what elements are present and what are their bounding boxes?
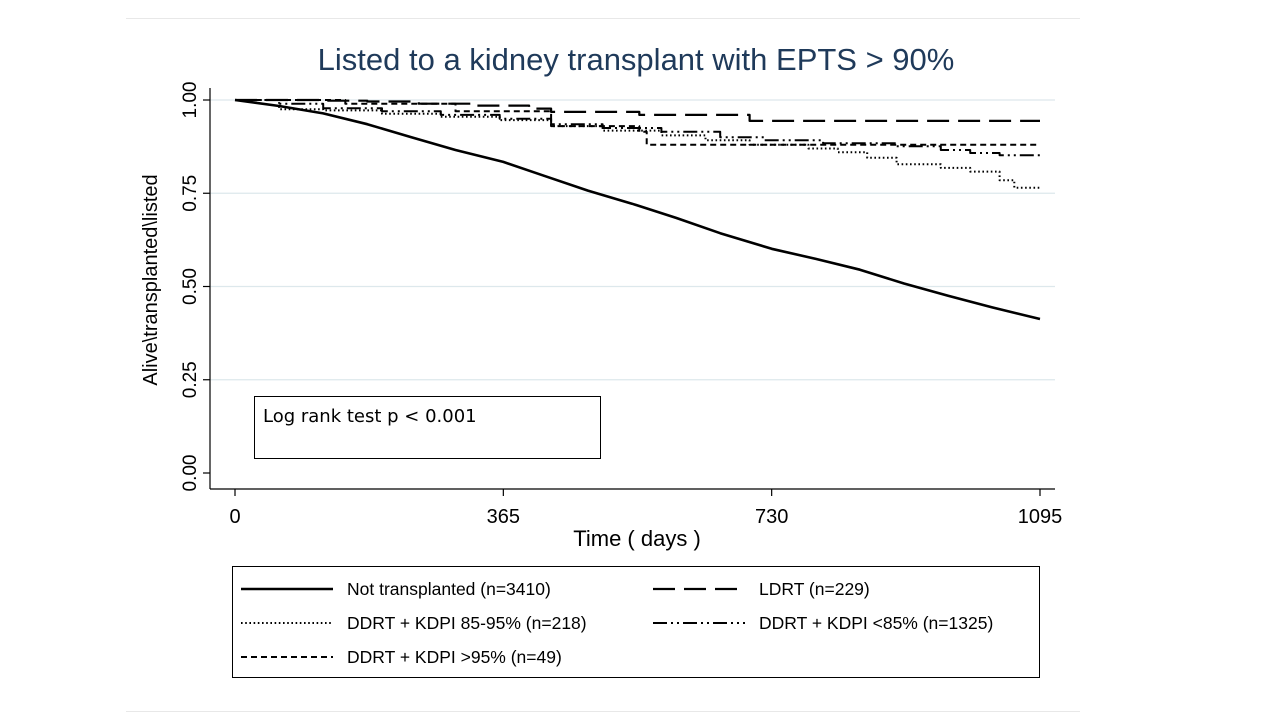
legend-item: DDRT + KDPI >95% (n=49) xyxy=(241,643,562,671)
axes: 0.00 0.25 0.50 0.75 1.00 0 365 730 1095 xyxy=(180,82,1062,528)
y-tick-label: 0.75 xyxy=(180,175,201,212)
x-tick-label: 0 xyxy=(229,506,240,528)
legend-swatch xyxy=(653,587,745,591)
y-tick-label: 0.50 xyxy=(180,268,201,305)
y-axis-label: Alive\transplanted\listed xyxy=(140,174,162,385)
y-tick-label: 0.25 xyxy=(180,361,201,398)
legend-label: Not transplanted (n=3410) xyxy=(347,578,551,599)
legend-label: DDRT + KDPI >95% (n=49) xyxy=(347,646,562,667)
legend-item: DDRT + KDPI 85-95% (n=218) xyxy=(241,609,587,637)
legend-label: DDRT + KDPI <85% (n=1325) xyxy=(759,612,994,633)
x-axis-label: Time ( days ) xyxy=(573,526,701,551)
series-line-2 xyxy=(235,98,1040,122)
legend-item: DDRT + KDPI <85% (n=1325) xyxy=(653,609,993,637)
legend-swatch xyxy=(241,587,333,591)
annotation-box: Log rank test p < 0.001 xyxy=(254,396,601,459)
x-tick-label: 365 xyxy=(487,506,520,528)
series-line-3 xyxy=(235,99,1040,189)
legend-swatch xyxy=(241,622,333,624)
legend: Not transplanted (n=3410) LDRT (n=229) DDR… xyxy=(232,566,1040,678)
legend-label: DDRT + KDPI 85-95% (n=218) xyxy=(347,612,587,633)
x-tick-label: 730 xyxy=(755,506,788,528)
series-line-4 xyxy=(235,99,1041,157)
series-lines xyxy=(234,98,1041,321)
legend-swatch xyxy=(653,622,745,624)
series-line-5 xyxy=(235,99,1040,146)
bottom-rule xyxy=(126,711,1080,712)
x-tick-label: 1095 xyxy=(1018,506,1063,528)
gridlines xyxy=(210,99,1055,381)
log-rank-annotation: Log rank test p < 0.001 xyxy=(263,406,477,427)
y-tick-label: 1.00 xyxy=(180,82,201,119)
top-rule xyxy=(126,18,1080,19)
legend-swatch xyxy=(241,656,333,658)
series-line-1 xyxy=(234,98,1041,321)
legend-item: Not transplanted (n=3410) xyxy=(241,575,551,603)
chart-title: Listed to a kidney transplant with EPTS … xyxy=(317,42,955,77)
legend-item: LDRT (n=229) xyxy=(653,575,870,603)
legend-label: LDRT (n=229) xyxy=(759,578,870,599)
y-tick-label: 0.00 xyxy=(180,455,201,492)
